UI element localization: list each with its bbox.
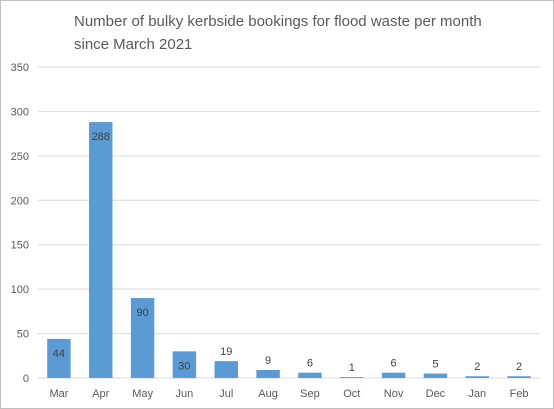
data-label: 19 (220, 346, 232, 358)
x-tick-label: Aug (258, 388, 278, 400)
data-label: 90 (136, 307, 148, 319)
x-axis-ticks: Mar Apr May Jun Jul Aug Sep Oct Nov Dec Jan Feb (49, 388, 528, 400)
bar (423, 373, 448, 378)
bar (172, 351, 197, 378)
bar (465, 376, 489, 378)
bar (507, 376, 531, 378)
y-tick-label: 350 (11, 62, 29, 74)
data-label: 44 (53, 348, 65, 360)
data-label: 2 (474, 361, 480, 373)
y-tick-label: 150 (11, 240, 29, 252)
x-tick-label: Apr (92, 388, 109, 400)
bar (298, 372, 322, 378)
x-tick-label: Dec (426, 388, 446, 400)
bar (381, 372, 406, 378)
chart-title-line-1: Number of bulky kerbside bookings for fl… (74, 13, 482, 30)
data-label: 30 (178, 360, 190, 372)
x-tick-label: Mar (49, 388, 68, 400)
data-label: 6 (391, 358, 397, 370)
data-label: 9 (265, 355, 271, 367)
x-tick-label: Sep (300, 388, 320, 400)
bars (47, 122, 531, 378)
y-tick-label: 100 (11, 284, 29, 296)
bar (340, 377, 364, 378)
x-tick-label: Jun (176, 388, 194, 400)
y-tick-label: 0 (23, 373, 29, 385)
chart-title-line-2: since March 2021 (74, 36, 193, 53)
x-tick-label: May (132, 388, 153, 400)
y-axis-ticks: 0 50 100 150 200 250 300 350 (11, 62, 29, 385)
x-tick-label: Oct (343, 388, 360, 400)
bar (47, 338, 71, 378)
x-tick-label: Jul (219, 388, 233, 400)
bar (130, 298, 155, 378)
data-label: 1 (349, 362, 355, 374)
data-label: 6 (307, 358, 313, 370)
chart-title: Number of bulky kerbside bookings for fl… (74, 10, 544, 56)
data-label: 288 (92, 131, 110, 143)
x-tick-label: Feb (510, 388, 529, 400)
y-tick-label: 200 (11, 195, 29, 207)
gridlines (38, 66, 540, 379)
data-labels: 44 288 90 30 19 9 6 1 6 5 2 2 (53, 131, 522, 374)
x-tick-label: Nov (384, 388, 404, 400)
x-tick-label: Jan (468, 388, 486, 400)
y-tick-label: 50 (17, 329, 29, 341)
bar (256, 370, 280, 378)
y-tick-label: 300 (11, 106, 29, 118)
data-label: 2 (516, 361, 522, 373)
bar (214, 361, 238, 378)
bar (89, 122, 113, 378)
data-label: 5 (432, 359, 438, 371)
y-tick-label: 250 (11, 151, 29, 163)
